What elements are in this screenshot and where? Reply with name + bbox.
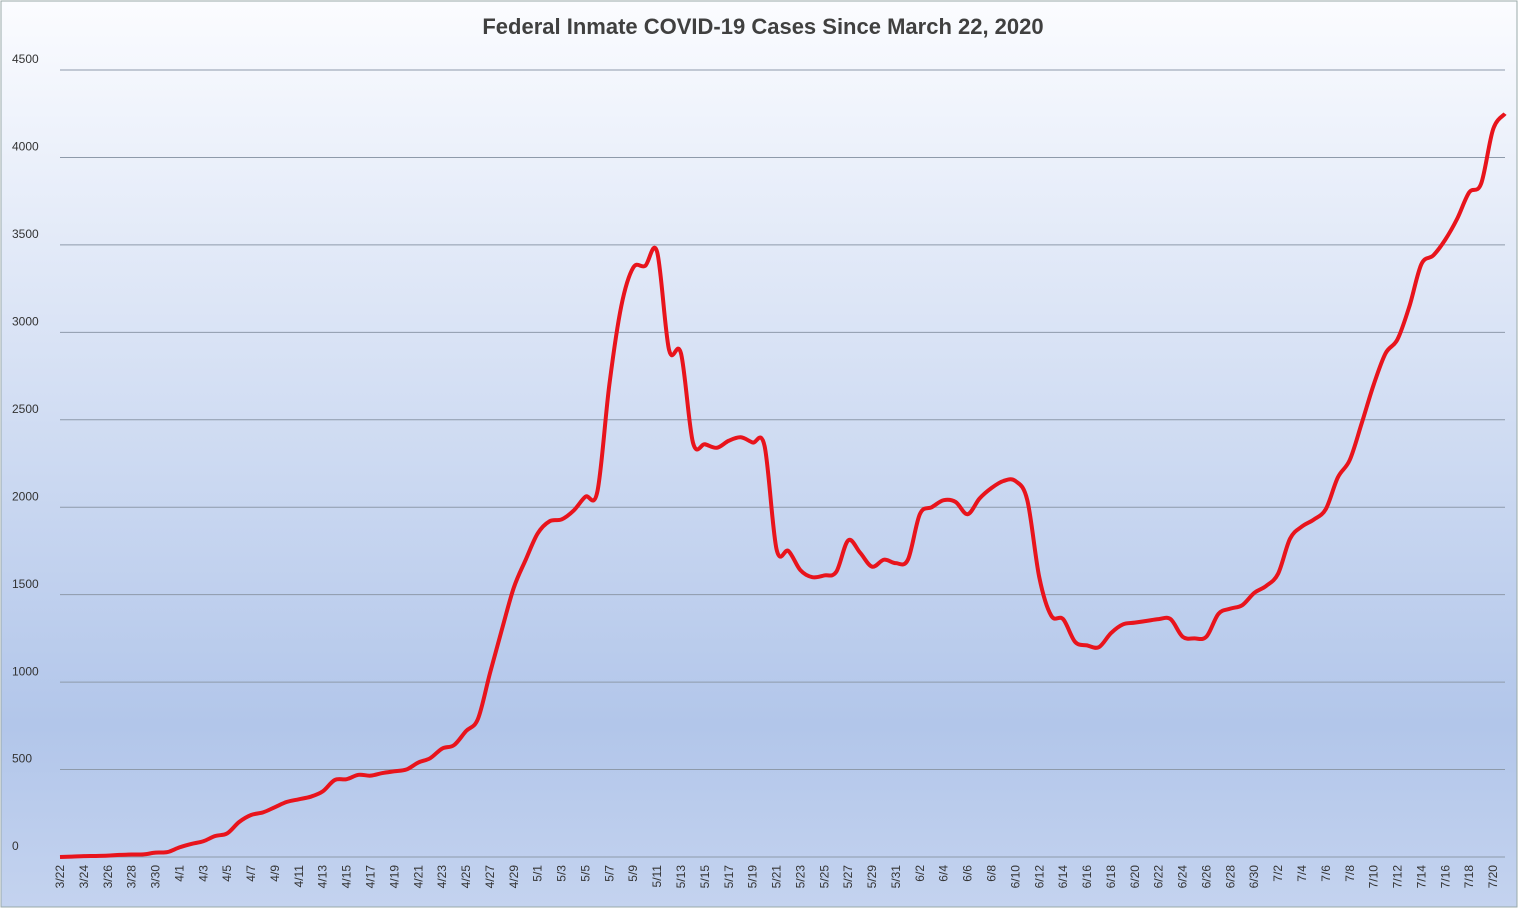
y-tick-label: 4000: [12, 140, 39, 154]
y-tick-label: 2000: [12, 489, 39, 503]
x-tick-label: 5/21: [770, 865, 784, 889]
x-tick-label: 4/5: [220, 865, 234, 882]
y-tick-label: 0: [12, 839, 19, 853]
x-tick-label: 3/22: [53, 865, 67, 889]
x-tick-label: 5/1: [531, 865, 545, 882]
x-tick-label: 7/20: [1486, 865, 1500, 889]
y-tick-label: 4500: [12, 52, 39, 66]
x-tick-label: 5/31: [889, 865, 903, 889]
x-tick-label: 4/23: [435, 865, 449, 889]
x-tick-label: 4/11: [292, 865, 306, 888]
x-tick-label: 6/4: [937, 865, 951, 882]
x-tick-label: 4/21: [411, 865, 425, 889]
x-tick-label: 5/17: [722, 865, 736, 889]
chart-title: Federal Inmate COVID-19 Cases Since Marc…: [482, 14, 1043, 39]
x-tick-label: 6/24: [1176, 865, 1190, 889]
x-tick-label: 6/16: [1080, 865, 1094, 889]
y-tick-label: 3000: [12, 315, 39, 329]
x-tick-label: 4/1: [172, 865, 186, 882]
x-tick-label: 6/30: [1247, 865, 1261, 889]
y-tick-label: 500: [12, 752, 32, 766]
y-tick-label: 1500: [12, 577, 39, 591]
x-tick-label: 4/9: [268, 865, 282, 882]
x-tick-label: 4/25: [459, 865, 473, 889]
x-tick-label: 6/10: [1008, 865, 1022, 889]
x-tick-label: 5/3: [555, 865, 569, 882]
x-tick-label: 5/11: [650, 865, 664, 888]
x-tick-label: 3/26: [101, 865, 115, 889]
x-tick-label: 4/29: [507, 865, 521, 889]
x-tick-label: 6/2: [913, 865, 927, 882]
x-tick-label: 6/26: [1199, 865, 1213, 889]
x-tick-label: 6/20: [1128, 865, 1142, 889]
x-tick-label: 7/4: [1295, 865, 1309, 882]
x-tick-label: 5/19: [746, 865, 760, 889]
x-tick-label: 5/5: [578, 865, 592, 882]
x-tick-label: 4/19: [387, 865, 401, 889]
x-tick-label: 7/8: [1343, 865, 1357, 882]
x-tick-label: 4/15: [340, 865, 354, 889]
x-tick-label: 3/30: [149, 865, 163, 889]
x-tick-label: 7/16: [1438, 865, 1452, 889]
x-tick-label: 6/22: [1152, 865, 1166, 889]
x-tick-label: 3/24: [77, 865, 91, 889]
x-tick-label: 4/3: [196, 865, 210, 882]
x-tick-label: 5/23: [793, 865, 807, 889]
y-tick-label: 2500: [12, 402, 39, 416]
x-tick-label: 4/17: [363, 865, 377, 889]
x-tick-label: 5/29: [865, 865, 879, 889]
x-tick-label: 7/6: [1319, 865, 1333, 882]
x-tick-label: 3/28: [125, 865, 139, 889]
x-tick-label: 4/7: [244, 865, 258, 882]
x-tick-label: 5/7: [602, 865, 616, 882]
x-tick-label: 6/18: [1104, 865, 1118, 889]
y-tick-label: 1000: [12, 664, 39, 678]
x-tick-label: 6/28: [1223, 865, 1237, 889]
x-tick-label: 5/13: [674, 865, 688, 889]
x-tick-label: 5/15: [698, 865, 712, 889]
y-tick-label: 3500: [12, 227, 39, 241]
x-tick-label: 4/27: [483, 865, 497, 889]
x-tick-label: 7/10: [1367, 865, 1381, 889]
x-tick-label: 7/14: [1414, 865, 1428, 889]
x-tick-label: 7/18: [1462, 865, 1476, 889]
x-tick-label: 6/6: [961, 865, 975, 882]
x-tick-label: 5/27: [841, 865, 855, 889]
data-line: [59, 112, 1507, 859]
x-tick-label: 7/2: [1271, 865, 1285, 882]
x-tick-label: 4/13: [316, 865, 330, 889]
x-tick-label: 6/14: [1056, 865, 1070, 889]
x-tick-label: 5/25: [817, 865, 831, 889]
x-tick-label: 6/12: [1032, 865, 1046, 889]
x-tick-label: 6/8: [984, 865, 998, 882]
x-tick-label: 5/9: [626, 865, 640, 882]
x-tick-label: 7/12: [1391, 865, 1405, 889]
